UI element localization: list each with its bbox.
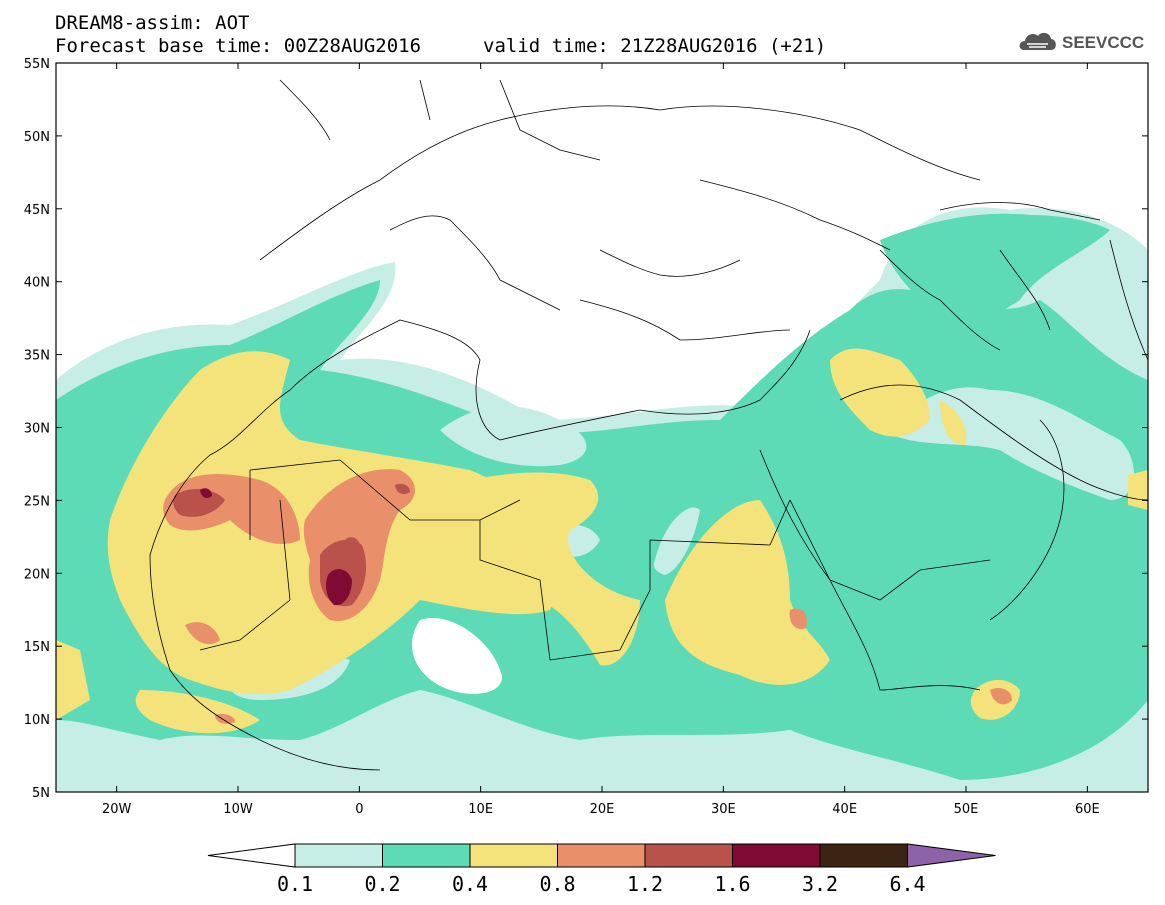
colorbar-swatch [644, 843, 733, 868]
colorbar-high-arrow [907, 843, 996, 868]
lat-tick-label: 45N [24, 203, 50, 218]
lon-tick-label: 30E [711, 802, 736, 817]
colorbar-labels: 0.1 0.2 0.4 0.8 1.2 1.6 3.2 6.4 [277, 872, 926, 896]
lon-tick-label: 0 [355, 802, 363, 817]
colorbar-swatch [557, 843, 646, 868]
lon-axis: 20W 10W 0 10E 20E 30E 40E 50E 60E [102, 63, 1100, 817]
colorbar-label: 0.1 [277, 872, 313, 896]
lon-tick-label: 20E [590, 802, 615, 817]
colorbar-swatch [732, 843, 821, 868]
colorbar-swatch [819, 843, 908, 868]
colorbar-swatch [294, 843, 383, 868]
colorbar-label: 3.2 [802, 872, 838, 896]
lon-tick-label: 50E [954, 802, 979, 817]
lat-tick-label: 40N [24, 276, 50, 291]
colorbar-label: 6.4 [889, 872, 925, 896]
lon-tick-label: 10W [223, 802, 253, 817]
lon-tick-label: 40E [832, 802, 857, 817]
colorbar-low-arrow [207, 843, 296, 868]
valid-time: valid time: 21Z28AUG2016 (+21) [483, 35, 827, 57]
aot-colorbar [207, 843, 996, 868]
cloud-logo-icon [1019, 32, 1056, 50]
lat-tick-label: 50N [24, 130, 50, 145]
lat-tick-label: 10N [24, 713, 50, 728]
colorbar-label: 0.8 [539, 872, 575, 896]
map-title: DREAM8-assim: AOT [55, 12, 250, 34]
lat-tick-label: 5N [32, 786, 50, 801]
logo-text: SEEVCCC [1062, 33, 1144, 52]
colorbar-label: 0.4 [452, 872, 488, 896]
colorbar-swatch [469, 843, 558, 868]
lon-tick-label: 20W [102, 802, 132, 817]
lat-tick-label: 35N [24, 349, 50, 364]
colorbar-label: 1.2 [627, 872, 663, 896]
lon-tick-label: 60E [1075, 802, 1100, 817]
seevccc-logo: SEEVCCC [1019, 32, 1144, 52]
colorbar-swatch [382, 843, 471, 868]
colorbar-label: 1.6 [714, 872, 750, 896]
forecast-base-time: Forecast base time: 00Z28AUG2016 [55, 35, 422, 57]
coastlines-borders [149, 79, 1148, 771]
colorbar-label: 0.2 [364, 872, 400, 896]
lat-tick-label: 20N [24, 567, 50, 582]
lon-tick-label: 10E [468, 802, 493, 817]
lat-tick-label: 55N [24, 57, 50, 72]
aot-field [56, 207, 1148, 792]
lat-tick-label: 25N [24, 494, 50, 509]
lat-tick-label: 15N [24, 640, 50, 655]
aot-band-1.6 [200, 488, 352, 606]
lat-tick-label: 30N [24, 422, 50, 437]
lat-axis: 55N 50N 45N 40N 35N 30N 25N 20N 15N 10N 5N [24, 57, 1148, 801]
